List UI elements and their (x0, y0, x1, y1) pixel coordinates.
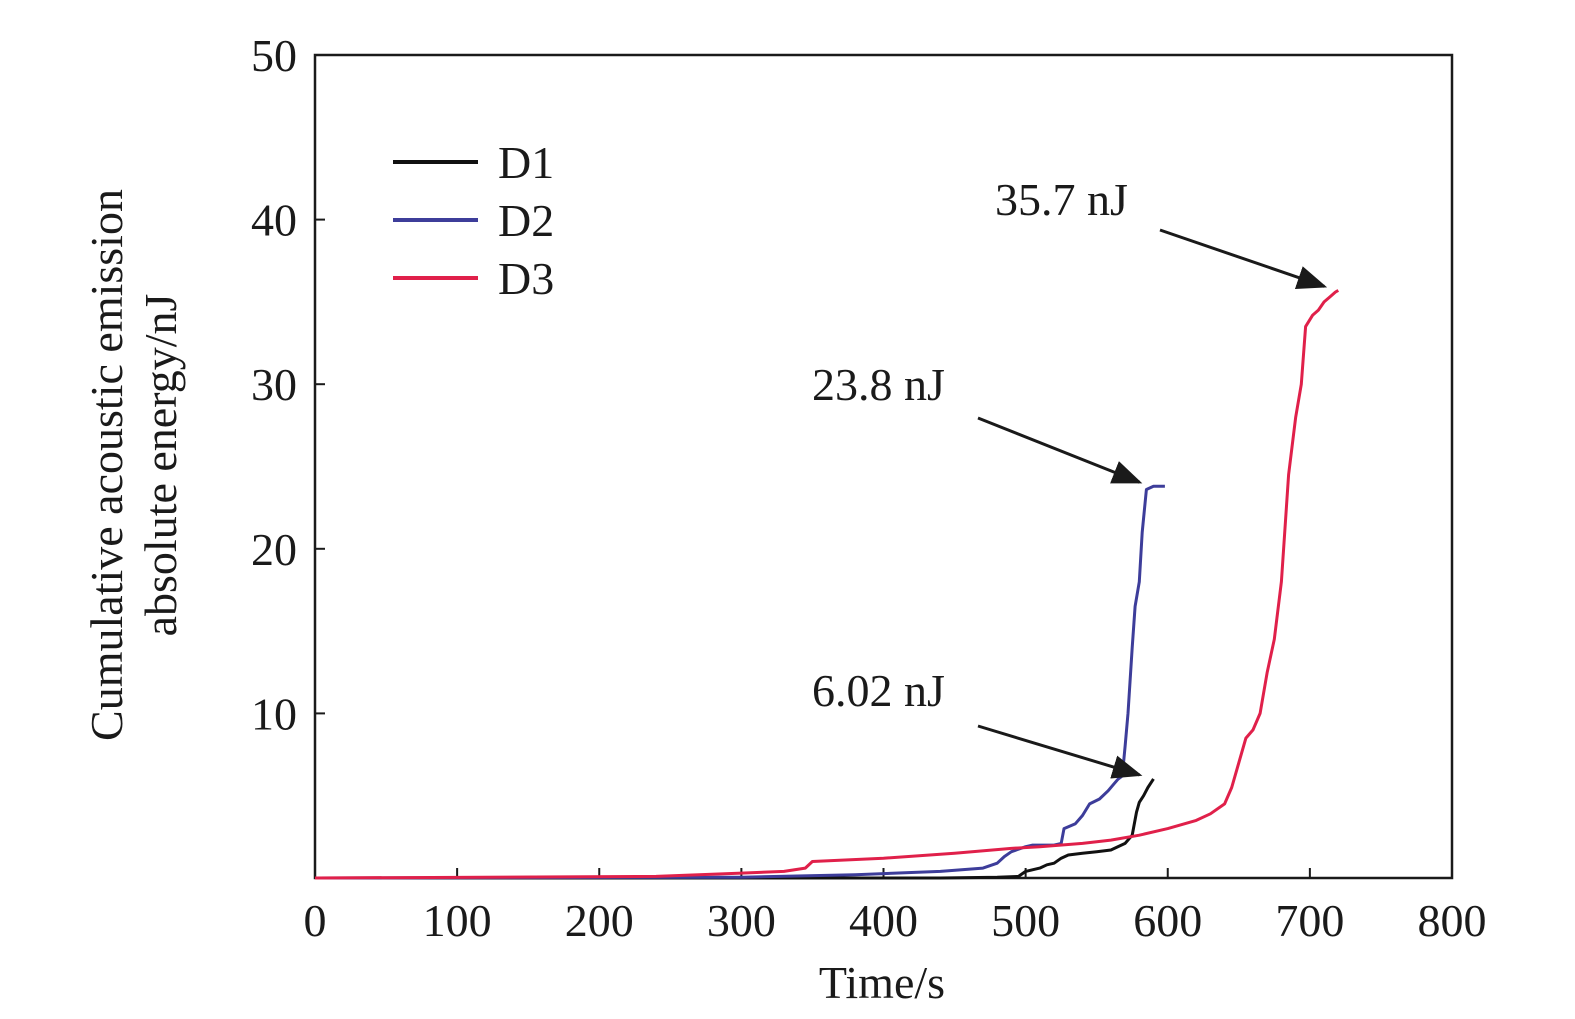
x-tick-label: 400 (849, 895, 918, 946)
annotations: 35.7 nJ 23.8 nJ 6.02 nJ (812, 174, 1328, 779)
x-tick-label: 300 (707, 895, 776, 946)
series-line-d2 (314, 484, 1165, 880)
legend: D1 D2 D3 (393, 137, 554, 304)
y-tick-label: 10 (251, 688, 297, 739)
legend-label-d1: D1 (498, 137, 554, 188)
series-line-d3 (314, 289, 1340, 880)
y-tick-label: 30 (251, 359, 297, 410)
legend-label-d3: D3 (498, 253, 554, 304)
plot-area-frame (313, 53, 1454, 880)
x-tick-label: 500 (991, 895, 1060, 946)
y-axis-title: Cumulative acoustic emission absolute en… (81, 189, 186, 741)
series-layer (314, 289, 1340, 880)
x-tick-label: 200 (565, 895, 634, 946)
annotation-label: 35.7 nJ (995, 174, 1128, 225)
y-tick-label: 40 (251, 195, 297, 246)
x-tick-label: 800 (1418, 895, 1487, 946)
x-tick-label: 700 (1275, 895, 1344, 946)
annotation-label: 6.02 nJ (812, 665, 945, 716)
y-tick-label: 20 (251, 524, 297, 575)
x-tick-label: 600 (1133, 895, 1202, 946)
x-tick-label: 0 (304, 895, 327, 946)
x-axis-ticks: 0 100 200 300 400 500 600 700 800 (304, 868, 1487, 946)
x-tick-label: 100 (423, 895, 492, 946)
annotation-arrow (1159, 228, 1328, 289)
y-tick-label: 50 (251, 30, 297, 81)
x-axis-title: Time/s (819, 957, 945, 1008)
y-axis-title-line-1: Cumulative acoustic emission (81, 189, 132, 741)
annotation-arrow (977, 724, 1143, 779)
annotation-label: 23.8 nJ (812, 359, 945, 410)
legend-label-d2: D2 (498, 195, 554, 246)
y-axis-ticks: 10 20 30 40 50 (251, 30, 325, 739)
annotation-arrow (977, 416, 1143, 484)
series-line-d1 (315, 778, 1155, 880)
y-axis-title-line-2: absolute energy/nJ (135, 294, 186, 637)
